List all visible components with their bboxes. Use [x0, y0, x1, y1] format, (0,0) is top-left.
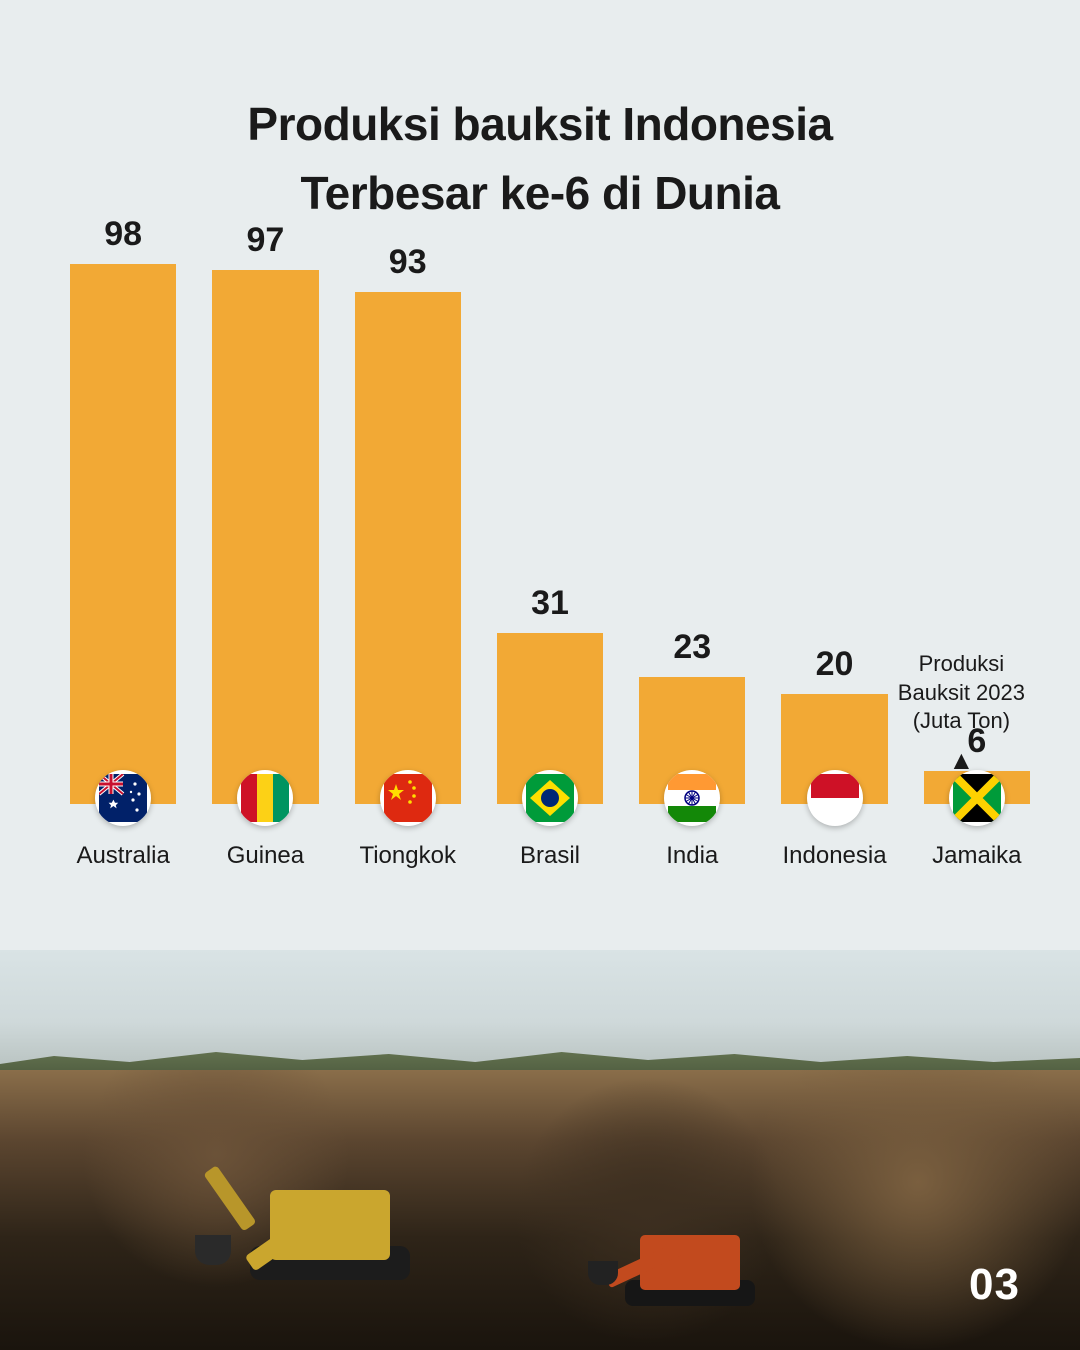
bar-value: 93: [389, 243, 427, 282]
bar-value: 23: [673, 628, 711, 667]
page-title: Produksi bauksit Indonesia Terbesar ke-6…: [0, 0, 1080, 228]
flag-guinea-icon: [237, 770, 293, 826]
excavator-yellow-icon: [160, 1110, 420, 1290]
legend-line-2: Bauksit 2023: [898, 679, 1025, 708]
bar-column: 20 Indonesia: [781, 645, 887, 870]
title-line-1: Produksi bauksit Indonesia: [0, 90, 1080, 159]
flag-brazil-icon: [522, 770, 578, 826]
bar-value: 31: [531, 584, 569, 623]
bar: [355, 292, 461, 804]
bar-label: Brasil: [520, 842, 580, 870]
bar: [497, 633, 603, 804]
bar-label: Tiongkok: [359, 842, 456, 870]
bar: [212, 270, 318, 804]
bar: [781, 694, 887, 804]
chart-legend: Produksi Bauksit 2023 (Juta Ton) ▲: [898, 650, 1025, 778]
bar-column: 31 Brasil: [497, 584, 603, 870]
legend-arrow-icon: ▲: [898, 744, 1025, 778]
flag-australia-icon: [95, 770, 151, 826]
bar-label: Australia: [76, 842, 169, 870]
bar-label: Jamaika: [932, 842, 1021, 870]
bar-chart: 98 Australia 97 Guinea 93 Tiongkok 31 Br…: [70, 280, 1030, 950]
excavator-orange-icon: [560, 1190, 760, 1310]
flag-indonesia-icon: [807, 770, 863, 826]
bar-column: 23 India: [639, 628, 745, 870]
bar: [70, 264, 176, 804]
page-number: 03: [969, 1260, 1020, 1310]
legend-line-1: Produksi: [898, 650, 1025, 679]
flag-jamaica-icon: [949, 770, 1005, 826]
bar-value: 20: [816, 645, 854, 684]
bar-column: 98 Australia: [70, 215, 176, 870]
bar-value: 97: [247, 221, 285, 260]
bar-label: India: [666, 842, 718, 870]
flag-india-icon: [664, 770, 720, 826]
bar: [639, 677, 745, 804]
bar-column: 97 Guinea: [212, 221, 318, 870]
legend-line-3: (Juta Ton): [898, 707, 1025, 736]
bar-label: Guinea: [227, 842, 304, 870]
bar-column: 93 Tiongkok: [355, 243, 461, 870]
background-photo-scene: 03: [0, 950, 1080, 1350]
bar-label: Indonesia: [783, 842, 887, 870]
flag-china-icon: [380, 770, 436, 826]
bar-value: 98: [104, 215, 142, 254]
